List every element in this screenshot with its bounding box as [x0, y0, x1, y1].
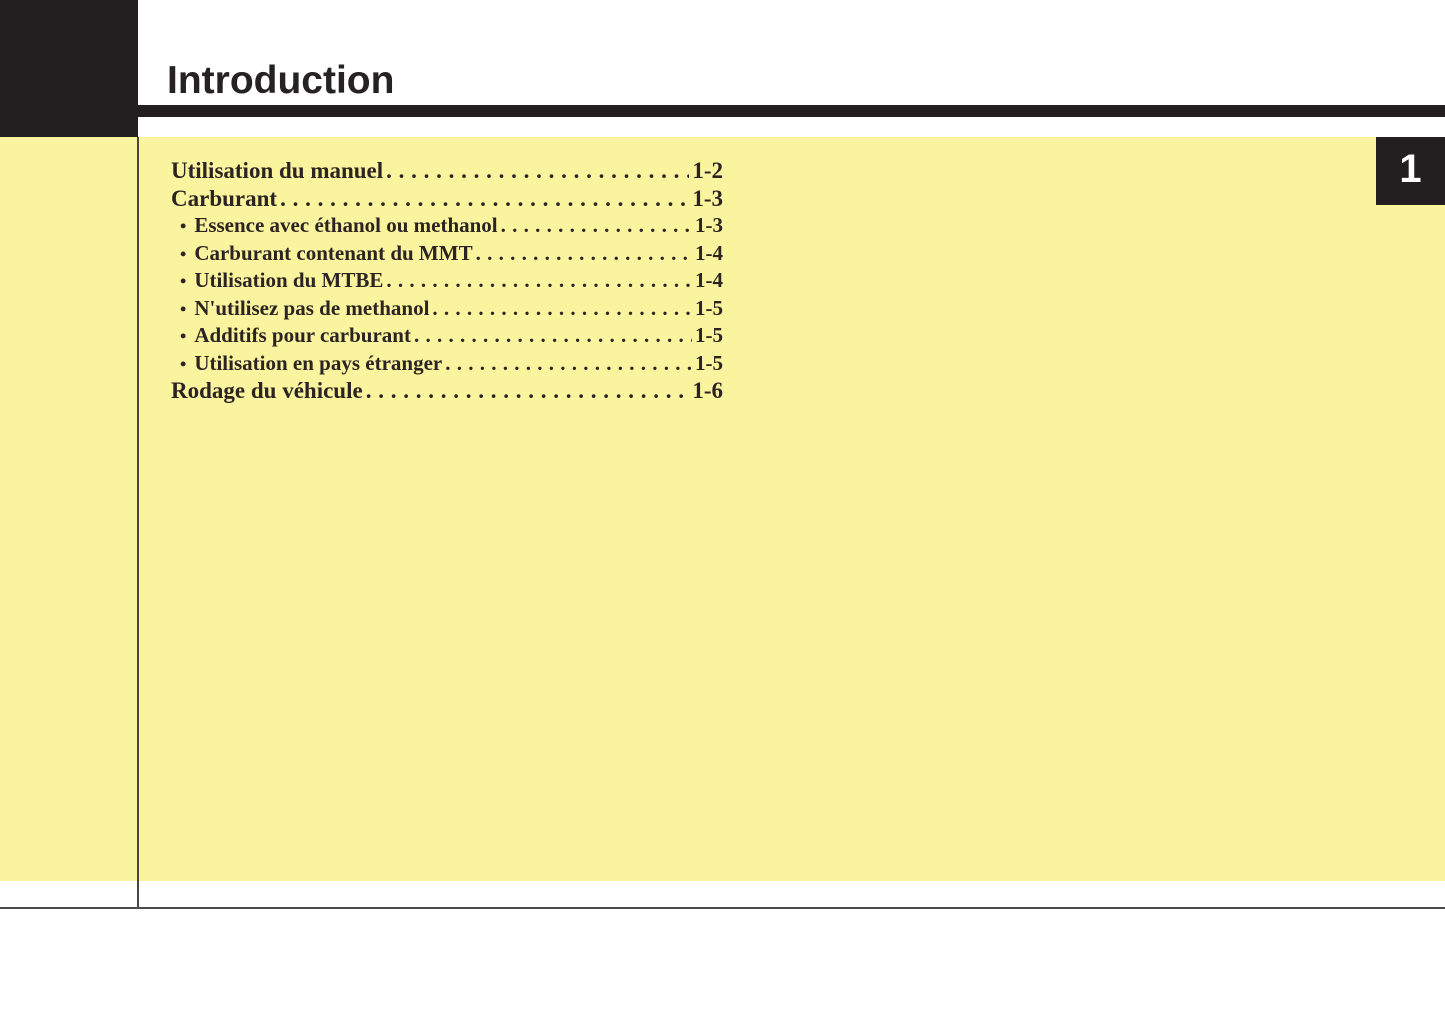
- bullet-icon: •: [180, 298, 187, 319]
- toc-entry-page: 1-6: [692, 378, 723, 403]
- toc-entry-label: Essence avec éthanol ou methanol: [194, 213, 498, 237]
- toc-entry-label: Carburant: [171, 185, 278, 211]
- content-panel: [0, 137, 1445, 881]
- toc-entry-page: 1-4: [695, 268, 723, 292]
- bullet-icon: •: [180, 271, 187, 291]
- toc-entry: • Utilisation en pays étranger . . . . .…: [171, 350, 723, 378]
- toc-leader-dots: . . . . . . . . . . . . . . . . . . . . …: [386, 268, 692, 292]
- chapter-tab: 1: [1376, 137, 1445, 205]
- toc-entry-page: 1-2: [692, 158, 723, 183]
- toc-entry-page: 1-3: [695, 213, 723, 237]
- corner-block: [0, 0, 138, 137]
- bullet-icon: •: [180, 243, 187, 264]
- toc-leader-dots: . . . . . . . . . . . . . . . . . . . . …: [386, 158, 689, 183]
- toc-leader-dots: . . . . . . . . . . . . . . . . . . . . …: [280, 185, 689, 211]
- toc-entry: • N'utilisez pas de methanol . . . . . .…: [171, 295, 723, 323]
- toc-entry: Utilisation du manuel . . . . . . . . . …: [171, 157, 723, 185]
- toc-entry-page: 1-4: [695, 240, 723, 265]
- toc-leader-dots: . . . . . . . . . . . . . . . . . . . . …: [432, 295, 692, 320]
- page-title: Introduction: [167, 59, 395, 102]
- title-underline-bar: [137, 105, 1445, 117]
- toc-entry-label: Additifs pour carburant: [194, 323, 411, 347]
- toc-entry: Carburant . . . . . . . . . . . . . . . …: [171, 185, 723, 213]
- margin-divider-line: [137, 137, 139, 908]
- toc-entry-label: Utilisation du manuel: [171, 158, 384, 183]
- toc-entry: • Carburant contenant du MMT . . . . . .…: [171, 240, 723, 268]
- chapter-number: 1: [1399, 146, 1422, 191]
- toc-entry: • Additifs pour carburant . . . . . . . …: [171, 322, 723, 350]
- footer-rule: [0, 907, 1445, 909]
- toc-entry-label: Rodage du véhicule: [171, 378, 363, 403]
- toc-leader-dots: . . . . . . . . . . . . . . . . . . . . …: [475, 240, 692, 265]
- toc-entry-label: Utilisation du MTBE: [194, 268, 384, 292]
- toc-entry: • Essence avec éthanol ou methanol . . .…: [171, 212, 723, 240]
- toc-entry-page: 1-5: [695, 295, 723, 320]
- toc-entry-page: 1-3: [692, 185, 723, 211]
- toc-entry-page: 1-5: [695, 323, 723, 347]
- toc-entry-label: N'utilisez pas de methanol: [194, 295, 430, 320]
- bullet-icon: •: [180, 353, 187, 374]
- toc-entry-page: 1-5: [695, 350, 723, 375]
- toc-entry: • Utilisation du MTBE . . . . . . . . . …: [171, 267, 723, 295]
- toc-leader-dots: . . . . . . . . . . . . . . . . . . . . …: [500, 213, 692, 237]
- toc-leader-dots: . . . . . . . . . . . . . . . . . . . . …: [365, 378, 690, 403]
- table-of-contents: Utilisation du manuel . . . . . . . . . …: [171, 157, 723, 405]
- toc-leader-dots: . . . . . . . . . . . . . . . . . . . . …: [445, 350, 692, 375]
- toc-entry: Rodage du véhicule . . . . . . . . . . .…: [171, 377, 723, 405]
- toc-leader-dots: . . . . . . . . . . . . . . . . . . . . …: [413, 323, 692, 347]
- bullet-icon: •: [180, 216, 187, 236]
- bullet-icon: •: [180, 326, 187, 346]
- toc-entry-label: Carburant contenant du MMT: [194, 240, 473, 265]
- toc-entry-label: Utilisation en pays étranger: [194, 350, 443, 375]
